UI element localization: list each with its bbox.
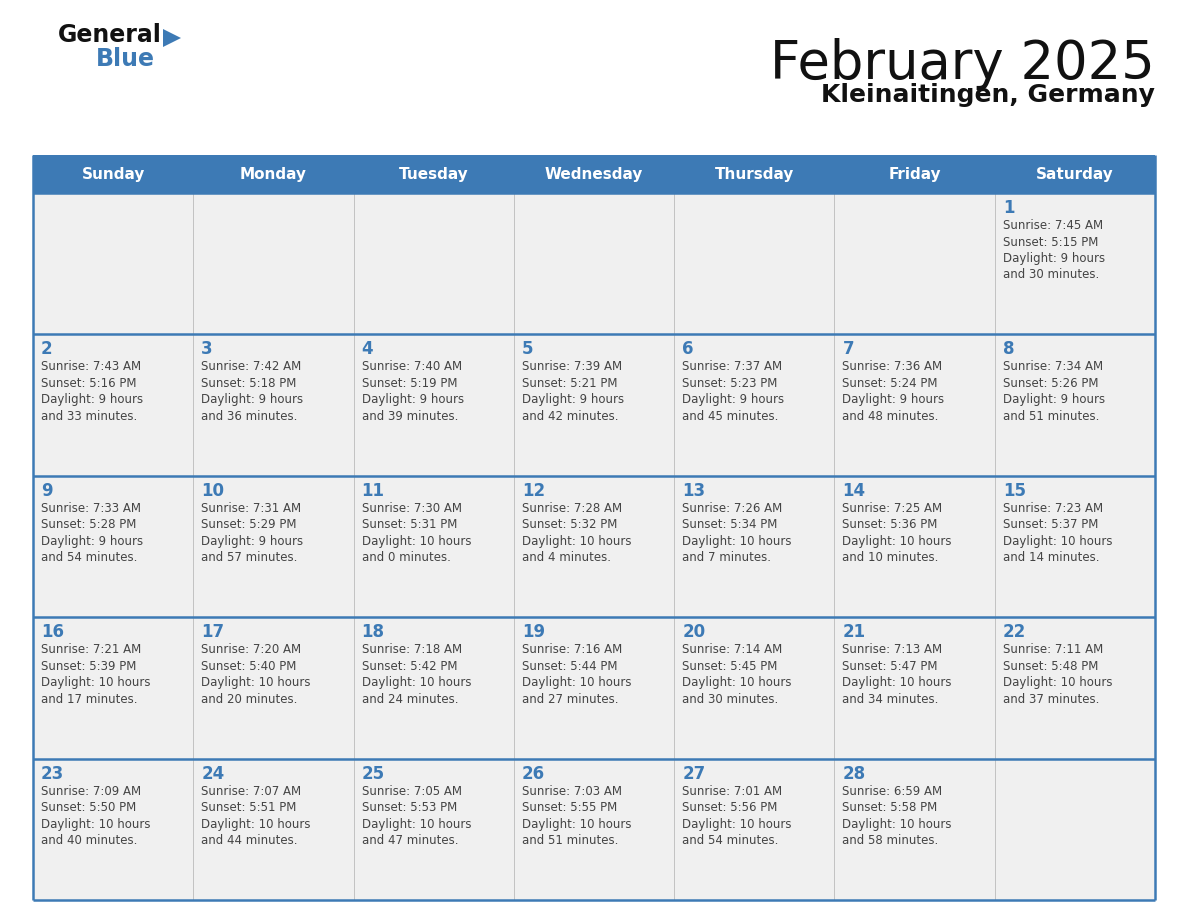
Text: Sunrise: 7:25 AM
Sunset: 5:36 PM
Daylight: 10 hours
and 10 minutes.: Sunrise: 7:25 AM Sunset: 5:36 PM Dayligh…	[842, 502, 952, 565]
Text: 14: 14	[842, 482, 866, 499]
Text: 25: 25	[361, 765, 385, 783]
Bar	[33, 758, 1155, 900]
Text: Sunrise: 7:28 AM
Sunset: 5:32 PM
Daylight: 10 hours
and 4 minutes.: Sunrise: 7:28 AM Sunset: 5:32 PM Dayligh…	[522, 502, 631, 565]
Text: Sunrise: 7:14 AM
Sunset: 5:45 PM
Daylight: 10 hours
and 30 minutes.: Sunrise: 7:14 AM Sunset: 5:45 PM Dayligh…	[682, 644, 791, 706]
Text: Sunrise: 7:09 AM
Sunset: 5:50 PM
Daylight: 10 hours
and 40 minutes.: Sunrise: 7:09 AM Sunset: 5:50 PM Dayligh…	[42, 785, 151, 847]
Text: Sunrise: 7:23 AM
Sunset: 5:37 PM
Daylight: 10 hours
and 14 minutes.: Sunrise: 7:23 AM Sunset: 5:37 PM Dayligh…	[1003, 502, 1112, 565]
Bar	[33, 476, 1155, 617]
Text: 15: 15	[1003, 482, 1025, 499]
Text: Sunday: Sunday	[82, 166, 145, 182]
Text: Sunrise: 7:36 AM
Sunset: 5:24 PM
Daylight: 9 hours
and 48 minutes.: Sunrise: 7:36 AM Sunset: 5:24 PM Dayligh…	[842, 361, 944, 423]
Text: 21: 21	[842, 623, 866, 641]
Bar	[33, 617, 1155, 758]
Text: Monday: Monday	[240, 166, 307, 182]
Text: Sunrise: 6:59 AM
Sunset: 5:58 PM
Daylight: 10 hours
and 58 minutes.: Sunrise: 6:59 AM Sunset: 5:58 PM Dayligh…	[842, 785, 952, 847]
Text: 5: 5	[522, 341, 533, 358]
Text: Thursday: Thursday	[715, 166, 794, 182]
Text: 3: 3	[201, 341, 213, 358]
Text: Sunrise: 7:07 AM
Sunset: 5:51 PM
Daylight: 10 hours
and 44 minutes.: Sunrise: 7:07 AM Sunset: 5:51 PM Dayligh…	[201, 785, 311, 847]
Text: 8: 8	[1003, 341, 1015, 358]
Polygon shape	[163, 29, 181, 47]
Text: 20: 20	[682, 623, 706, 641]
Text: 28: 28	[842, 765, 866, 783]
Text: 22: 22	[1003, 623, 1026, 641]
Bar	[33, 155, 1155, 193]
Text: 12: 12	[522, 482, 545, 499]
Text: 10: 10	[201, 482, 225, 499]
Text: 13: 13	[682, 482, 706, 499]
Text: 23: 23	[42, 765, 64, 783]
Text: Sunrise: 7:42 AM
Sunset: 5:18 PM
Daylight: 9 hours
and 36 minutes.: Sunrise: 7:42 AM Sunset: 5:18 PM Dayligh…	[201, 361, 303, 423]
Text: Sunrise: 7:26 AM
Sunset: 5:34 PM
Daylight: 10 hours
and 7 minutes.: Sunrise: 7:26 AM Sunset: 5:34 PM Dayligh…	[682, 502, 791, 565]
Text: 1: 1	[1003, 199, 1015, 217]
Text: Sunrise: 7:05 AM
Sunset: 5:53 PM
Daylight: 10 hours
and 47 minutes.: Sunrise: 7:05 AM Sunset: 5:53 PM Dayligh…	[361, 785, 472, 847]
Text: Sunrise: 7:30 AM
Sunset: 5:31 PM
Daylight: 10 hours
and 0 minutes.: Sunrise: 7:30 AM Sunset: 5:31 PM Dayligh…	[361, 502, 472, 565]
Text: Kleinaitingen, Germany: Kleinaitingen, Germany	[821, 83, 1155, 107]
Text: 7: 7	[842, 341, 854, 358]
Text: Sunrise: 7:11 AM
Sunset: 5:48 PM
Daylight: 10 hours
and 37 minutes.: Sunrise: 7:11 AM Sunset: 5:48 PM Dayligh…	[1003, 644, 1112, 706]
Text: 24: 24	[201, 765, 225, 783]
Text: Sunrise: 7:03 AM
Sunset: 5:55 PM
Daylight: 10 hours
and 51 minutes.: Sunrise: 7:03 AM Sunset: 5:55 PM Dayligh…	[522, 785, 631, 847]
Text: Friday: Friday	[889, 166, 941, 182]
Text: Saturday: Saturday	[1036, 166, 1113, 182]
Text: Sunrise: 7:21 AM
Sunset: 5:39 PM
Daylight: 10 hours
and 17 minutes.: Sunrise: 7:21 AM Sunset: 5:39 PM Dayligh…	[42, 644, 151, 706]
Text: 9: 9	[42, 482, 52, 499]
Bar	[33, 334, 1155, 476]
Text: 2: 2	[42, 341, 52, 358]
Text: Blue: Blue	[96, 47, 154, 71]
Text: Sunrise: 7:34 AM
Sunset: 5:26 PM
Daylight: 9 hours
and 51 minutes.: Sunrise: 7:34 AM Sunset: 5:26 PM Dayligh…	[1003, 361, 1105, 423]
Text: February 2025: February 2025	[770, 38, 1155, 90]
Bar	[33, 193, 1155, 334]
Text: Sunrise: 7:31 AM
Sunset: 5:29 PM
Daylight: 9 hours
and 57 minutes.: Sunrise: 7:31 AM Sunset: 5:29 PM Dayligh…	[201, 502, 303, 565]
Text: Sunrise: 7:43 AM
Sunset: 5:16 PM
Daylight: 9 hours
and 33 minutes.: Sunrise: 7:43 AM Sunset: 5:16 PM Dayligh…	[42, 361, 143, 423]
Text: Sunrise: 7:40 AM
Sunset: 5:19 PM
Daylight: 9 hours
and 39 minutes.: Sunrise: 7:40 AM Sunset: 5:19 PM Dayligh…	[361, 361, 463, 423]
Text: Wednesday: Wednesday	[545, 166, 643, 182]
Text: 18: 18	[361, 623, 385, 641]
Text: 19: 19	[522, 623, 545, 641]
Text: Sunrise: 7:01 AM
Sunset: 5:56 PM
Daylight: 10 hours
and 54 minutes.: Sunrise: 7:01 AM Sunset: 5:56 PM Dayligh…	[682, 785, 791, 847]
Text: 17: 17	[201, 623, 225, 641]
Text: Sunrise: 7:18 AM
Sunset: 5:42 PM
Daylight: 10 hours
and 24 minutes.: Sunrise: 7:18 AM Sunset: 5:42 PM Dayligh…	[361, 644, 472, 706]
Text: Sunrise: 7:37 AM
Sunset: 5:23 PM
Daylight: 9 hours
and 45 minutes.: Sunrise: 7:37 AM Sunset: 5:23 PM Dayligh…	[682, 361, 784, 423]
Text: 11: 11	[361, 482, 385, 499]
Text: Tuesday: Tuesday	[399, 166, 468, 182]
Text: Sunrise: 7:13 AM
Sunset: 5:47 PM
Daylight: 10 hours
and 34 minutes.: Sunrise: 7:13 AM Sunset: 5:47 PM Dayligh…	[842, 644, 952, 706]
Text: 4: 4	[361, 341, 373, 358]
Text: Sunrise: 7:20 AM
Sunset: 5:40 PM
Daylight: 10 hours
and 20 minutes.: Sunrise: 7:20 AM Sunset: 5:40 PM Dayligh…	[201, 644, 311, 706]
Text: 27: 27	[682, 765, 706, 783]
Text: 26: 26	[522, 765, 545, 783]
Text: Sunrise: 7:39 AM
Sunset: 5:21 PM
Daylight: 9 hours
and 42 minutes.: Sunrise: 7:39 AM Sunset: 5:21 PM Dayligh…	[522, 361, 624, 423]
Text: Sunrise: 7:33 AM
Sunset: 5:28 PM
Daylight: 9 hours
and 54 minutes.: Sunrise: 7:33 AM Sunset: 5:28 PM Dayligh…	[42, 502, 143, 565]
Text: Sunrise: 7:16 AM
Sunset: 5:44 PM
Daylight: 10 hours
and 27 minutes.: Sunrise: 7:16 AM Sunset: 5:44 PM Dayligh…	[522, 644, 631, 706]
Text: 6: 6	[682, 341, 694, 358]
Text: 16: 16	[42, 623, 64, 641]
Text: Sunrise: 7:45 AM
Sunset: 5:15 PM
Daylight: 9 hours
and 30 minutes.: Sunrise: 7:45 AM Sunset: 5:15 PM Dayligh…	[1003, 219, 1105, 282]
Text: General: General	[58, 23, 162, 47]
